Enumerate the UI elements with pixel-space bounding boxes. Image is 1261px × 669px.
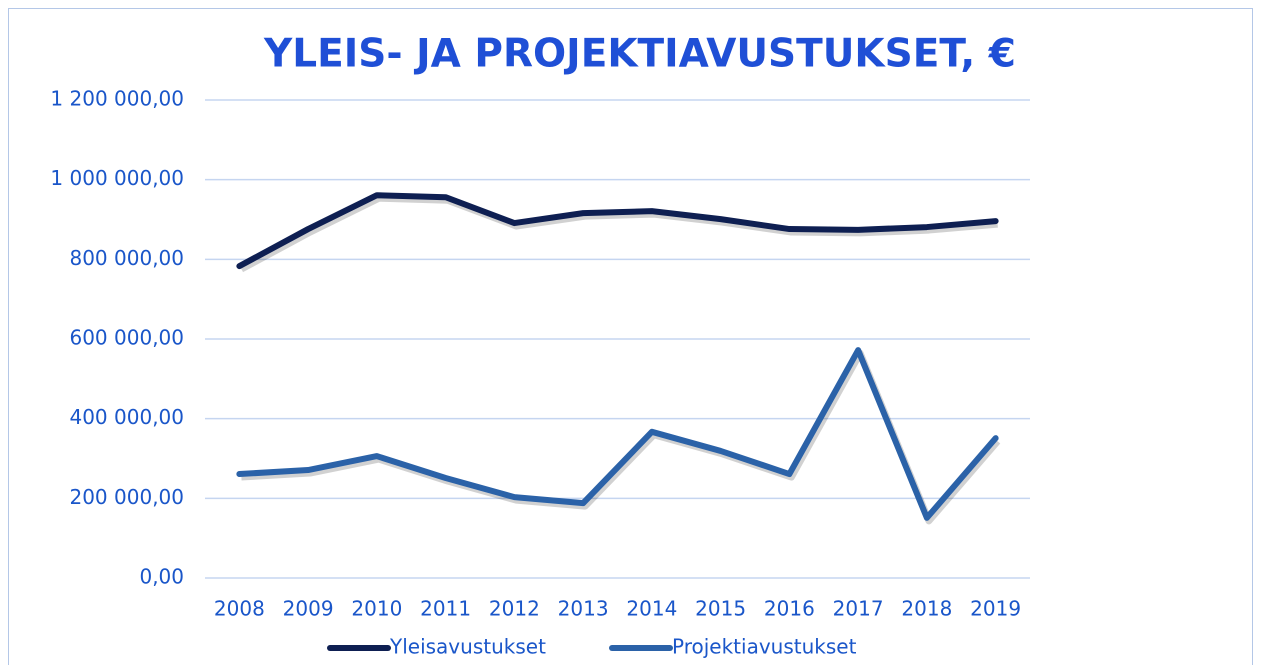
x-tick-label: 2011 — [420, 597, 471, 621]
line-series-shadow — [239, 194, 998, 273]
x-tick-label: 2016 — [764, 597, 815, 621]
x-tick-label: 2008 — [214, 597, 265, 621]
x-tick-label: 2015 — [695, 597, 746, 621]
y-tick-label: 600 000,00 — [69, 326, 184, 350]
x-tick-label: 2019 — [970, 597, 1021, 621]
y-tick-label: 200 000,00 — [69, 485, 184, 509]
y-tick-label: 800 000,00 — [69, 246, 184, 270]
x-tick-label: 2017 — [833, 597, 884, 621]
y-tick-label: 1 000 000,00 — [50, 166, 184, 190]
y-tick-label: 0,00 — [139, 565, 184, 589]
x-tick-label: 2014 — [626, 597, 677, 621]
x-tick-label: 2018 — [901, 597, 952, 621]
legend-label: Yleisavustukset — [389, 635, 546, 659]
chart-title: YLEIS- JA PROJEKTIAVUSTUKSET, € — [263, 32, 1016, 77]
y-tick-label: 1 200 000,00 — [50, 87, 184, 111]
y-tick-label: 400 000,00 — [69, 405, 184, 429]
x-tick-label: 2012 — [489, 597, 540, 621]
chart-border — [8, 8, 1253, 669]
x-tick-label: 2009 — [283, 597, 334, 621]
line-series — [236, 192, 999, 270]
x-tick-label: 2013 — [558, 597, 609, 621]
legend-label: Projektiavustukset — [672, 635, 857, 659]
x-tick-label: 2010 — [351, 597, 402, 621]
line-series — [236, 347, 999, 521]
